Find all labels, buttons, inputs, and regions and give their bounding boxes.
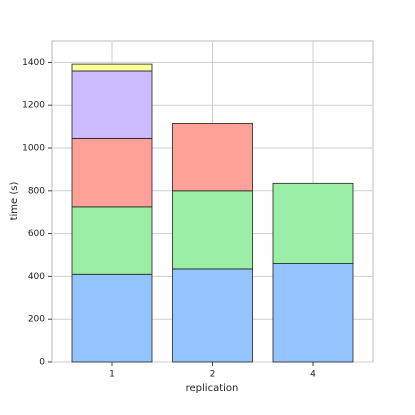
- y-tick-label: 1200: [22, 101, 45, 111]
- bar-segment: [172, 268, 253, 363]
- bar-segment: [172, 122, 253, 192]
- y-axis-label: time (s): [9, 182, 20, 221]
- y-tick-label: 1000: [22, 144, 45, 154]
- x-tick-label: 4: [310, 370, 316, 380]
- y-tick-label: 400: [28, 272, 45, 282]
- y-tick-label: 200: [28, 315, 45, 325]
- y-tick-label: 800: [28, 186, 45, 196]
- bar-segment: [71, 137, 153, 208]
- y-tick-label: 600: [28, 229, 45, 239]
- bar-segment: [71, 273, 153, 363]
- bar-segment: [71, 70, 153, 139]
- y-tick-label: 0: [39, 358, 45, 368]
- x-axis-label: replication: [186, 383, 239, 394]
- x-tick-label: 2: [210, 370, 216, 380]
- bar-segment: [272, 182, 354, 264]
- bar-segment: [71, 63, 153, 72]
- x-tick-label: 1: [109, 370, 115, 380]
- bar-segment: [71, 206, 153, 275]
- bar-segment: [272, 263, 354, 363]
- y-tick-label: 1400: [22, 58, 45, 68]
- bar-segment: [172, 190, 253, 270]
